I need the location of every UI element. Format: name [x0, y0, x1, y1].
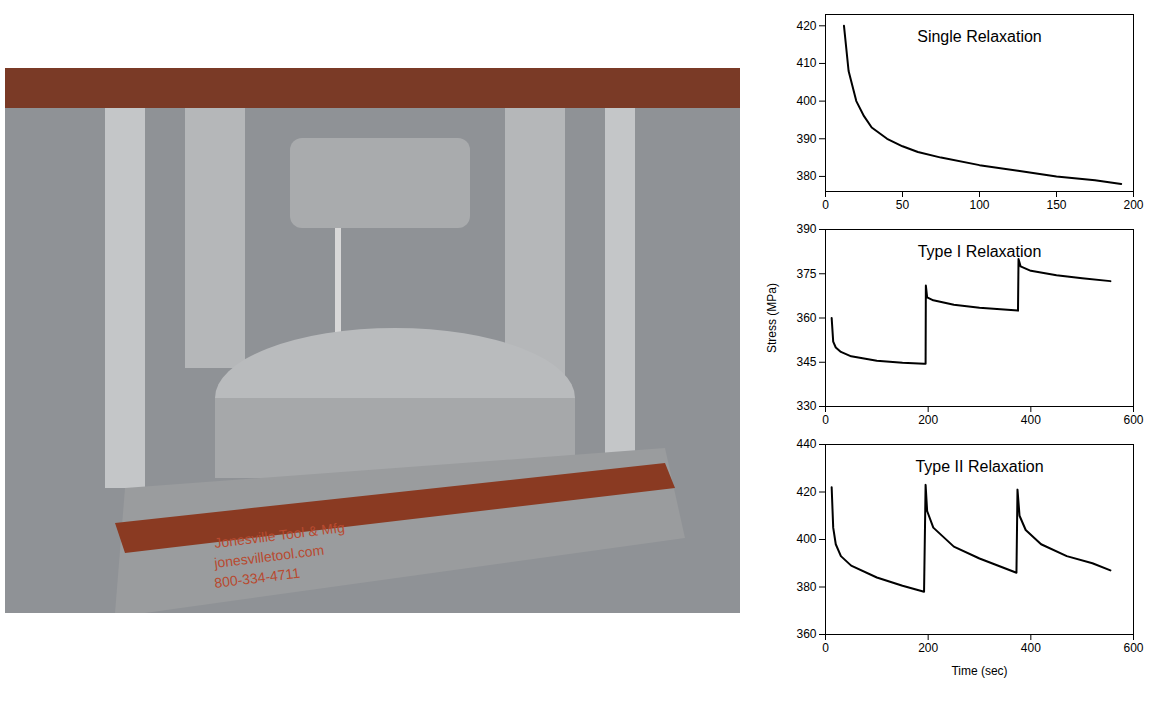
svg-text:Jonesville Tool & Mfg: Jonesville Tool & Mfg: [213, 519, 346, 551]
svg-text:100: 100: [969, 198, 989, 212]
svg-text:Stress (MPa): Stress (MPa): [765, 283, 779, 353]
svg-text:200: 200: [918, 641, 938, 655]
svg-text:440: 440: [796, 437, 816, 451]
svg-text:200: 200: [918, 413, 938, 427]
svg-text:600: 600: [1123, 413, 1143, 427]
svg-text:150: 150: [1046, 198, 1066, 212]
svg-text:330: 330: [796, 399, 816, 413]
svg-text:400: 400: [796, 94, 816, 108]
svg-text:Time (sec): Time (sec): [951, 664, 1007, 678]
svg-text:375: 375: [796, 267, 816, 281]
svg-text:380: 380: [796, 169, 816, 183]
svg-text:360: 360: [796, 627, 816, 641]
svg-text:400: 400: [796, 532, 816, 546]
svg-text:800-334-4711: 800-334-4711: [213, 565, 301, 591]
svg-text:Type II Relaxation: Type II Relaxation: [915, 458, 1043, 475]
svg-text:Type I Relaxation: Type I Relaxation: [918, 243, 1042, 260]
svg-text:420: 420: [796, 485, 816, 499]
svg-text:360: 360: [796, 311, 816, 325]
svg-text:390: 390: [796, 132, 816, 146]
svg-text:50: 50: [896, 198, 910, 212]
svg-text:380: 380: [796, 580, 816, 594]
svg-text:345: 345: [796, 355, 816, 369]
svg-text:420: 420: [796, 19, 816, 33]
svg-text:0: 0: [822, 198, 829, 212]
svg-text:Single Relaxation: Single Relaxation: [917, 28, 1042, 45]
svg-text:0: 0: [822, 641, 829, 655]
svg-text:200: 200: [1123, 198, 1143, 212]
svg-text:600: 600: [1123, 641, 1143, 655]
svg-text:390: 390: [796, 222, 816, 236]
svg-text:jonesvilletool.com: jonesvilletool.com: [212, 542, 325, 571]
svg-text:400: 400: [1021, 413, 1041, 427]
svg-text:0: 0: [822, 413, 829, 427]
svg-text:400: 400: [1021, 641, 1041, 655]
svg-text:410: 410: [796, 56, 816, 70]
